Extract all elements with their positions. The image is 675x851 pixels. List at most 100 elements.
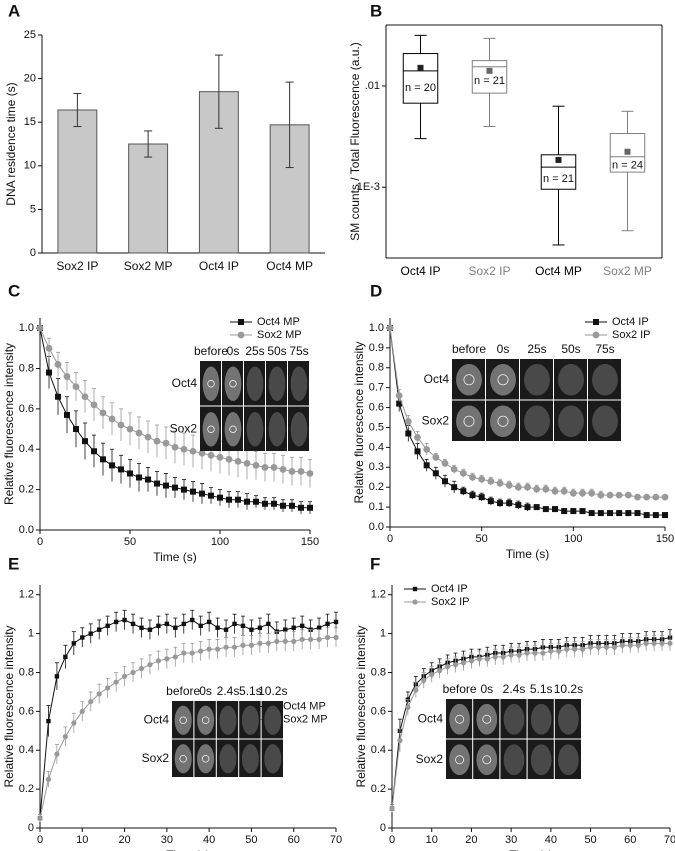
panel-label: E <box>8 554 19 573</box>
marker <box>389 805 395 812</box>
inset-column-label: 0s <box>227 344 240 358</box>
y-tick-label: 0.6 <box>19 403 34 415</box>
marker <box>206 646 212 652</box>
mean <box>486 67 493 74</box>
nucleus <box>524 363 550 396</box>
inset-column-label: 75s <box>595 342 614 356</box>
y-tick-label: 0.7 <box>369 382 384 394</box>
marker <box>588 510 595 517</box>
nucleus <box>224 411 242 447</box>
legend-label: Sox2 MP <box>283 713 328 725</box>
nucleus <box>503 703 525 735</box>
nucleus <box>219 744 237 774</box>
marker <box>91 448 97 455</box>
y-tick-label: 0.6 <box>369 401 384 413</box>
marker <box>564 646 570 652</box>
marker <box>299 636 305 643</box>
marker <box>217 494 223 501</box>
marker <box>96 691 102 697</box>
y-tick-label: 0.2 <box>371 783 386 795</box>
marker <box>147 627 153 632</box>
legend-marker <box>593 319 599 325</box>
n-label: n = 21 <box>543 173 574 185</box>
bleach-roi <box>207 425 215 433</box>
bleach-roi <box>229 380 237 388</box>
marker <box>244 498 250 505</box>
marker <box>291 638 297 644</box>
x-tick-label: 20 <box>465 834 477 846</box>
mean <box>417 64 424 71</box>
y-tick-label: 0.3 <box>369 461 384 473</box>
bleach-roi <box>482 755 492 765</box>
marker <box>333 619 339 625</box>
nucleus <box>503 744 525 776</box>
marker <box>198 623 203 629</box>
marker <box>88 631 93 636</box>
marker <box>619 642 625 648</box>
y-tick-label: 0.6 <box>371 705 386 717</box>
marker <box>588 489 596 497</box>
marker <box>99 409 107 417</box>
inset-row-label: Sox2 <box>170 421 198 435</box>
marker <box>611 644 618 650</box>
y-tick-label: 1.0 <box>19 322 34 334</box>
marker <box>500 654 506 660</box>
marker <box>117 421 125 429</box>
marker <box>299 623 305 629</box>
y-tick-label: 0.8 <box>369 362 384 374</box>
marker <box>396 400 403 407</box>
nucleus <box>241 744 259 774</box>
marker <box>492 654 498 660</box>
marker <box>651 640 657 646</box>
legend-marker <box>237 331 245 339</box>
marker <box>139 625 144 630</box>
marker <box>130 669 136 676</box>
marker <box>71 641 77 646</box>
nucleus <box>241 705 259 735</box>
x-tick-label: Oct4 MP <box>535 264 582 278</box>
legend-label: Sox2 MP <box>257 329 302 341</box>
bleach-roi <box>497 374 509 386</box>
nucleus <box>456 405 482 438</box>
inset-column-label: 50s <box>267 344 286 358</box>
marker <box>414 434 421 441</box>
marker <box>597 491 605 499</box>
marker <box>625 510 632 517</box>
marker <box>127 470 133 477</box>
legend-marker <box>238 319 244 325</box>
y-tick-label: 1 <box>28 628 34 640</box>
inset-column-label: 0s <box>199 684 212 698</box>
marker <box>421 677 427 683</box>
marker <box>587 644 594 650</box>
marker <box>423 445 431 453</box>
marker <box>36 324 44 332</box>
marker <box>54 751 60 757</box>
y-tick-label: 1 <box>380 628 386 640</box>
nucleus <box>268 411 286 447</box>
marker <box>198 449 206 457</box>
marker <box>469 473 476 481</box>
nucleus <box>197 744 215 774</box>
marker <box>395 392 403 400</box>
marker <box>46 718 51 724</box>
marker <box>283 627 288 632</box>
nucleus <box>246 366 264 402</box>
marker <box>154 480 160 487</box>
marker <box>616 510 623 517</box>
legend-label: Oct4 MP <box>283 700 326 712</box>
legend-marker <box>412 599 418 605</box>
marker <box>579 489 586 497</box>
marker <box>478 475 486 483</box>
marker <box>234 457 242 465</box>
nucleus <box>290 411 308 447</box>
y-tick-label: 1E-3 <box>357 181 380 193</box>
marker <box>257 625 263 630</box>
y-tick-label: 0.2 <box>19 484 34 496</box>
x-tick-label: 30 <box>161 834 173 846</box>
marker <box>64 411 70 418</box>
marker <box>484 656 490 662</box>
marker <box>552 506 558 513</box>
marker <box>90 401 98 409</box>
marker <box>54 361 62 368</box>
